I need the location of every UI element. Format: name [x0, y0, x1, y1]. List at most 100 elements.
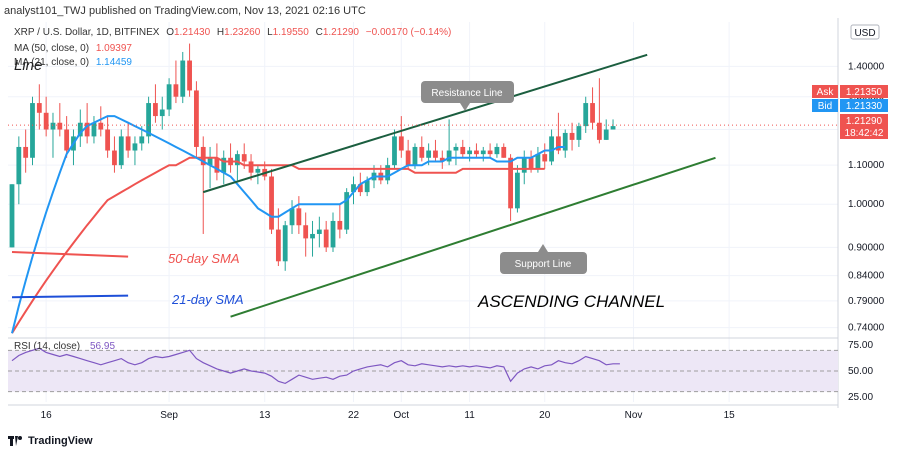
- candle-body: [426, 150, 432, 158]
- sma21-annotation: 21-day SMA: [171, 292, 244, 307]
- candle-body: [125, 136, 131, 151]
- candle-body: [494, 146, 500, 155]
- candle-body: [84, 122, 90, 137]
- time-tick-label: Nov: [625, 410, 643, 421]
- price-tick-label: 0.84000: [848, 271, 885, 282]
- candle-body: [344, 192, 350, 230]
- resistance-callout-bg: [421, 81, 514, 103]
- ohlc-high-label: H: [216, 27, 225, 38]
- last-price-bg: [840, 114, 888, 139]
- candle-body: [241, 154, 247, 162]
- candle-body: [412, 146, 418, 166]
- candle-body: [508, 157, 513, 209]
- sma50-marker-line: [11, 250, 129, 258]
- ohlc-open-value: 1.21430: [173, 27, 211, 38]
- ma50-label: MA (50, close, 0): [14, 43, 90, 54]
- ohlc-close-label: C: [315, 27, 323, 38]
- ohlc-low-label: L: [267, 27, 273, 38]
- bid-label: Bid: [818, 101, 832, 112]
- candle-body: [57, 122, 63, 130]
- ma21-line: [11, 115, 566, 334]
- candle-body: [351, 184, 356, 193]
- candle-body: [146, 103, 151, 137]
- bid-label-bg: [812, 99, 838, 112]
- candle-body: [337, 220, 343, 230]
- candle-body: [590, 103, 595, 123]
- candle-body: [166, 84, 172, 110]
- currency-badge: [850, 24, 880, 40]
- ohlc-change: −0.00170 (−0.14%): [365, 27, 452, 38]
- candle-body: [255, 168, 261, 173]
- candle-body: [556, 136, 561, 151]
- candle-body: [269, 176, 274, 230]
- time-tick-label: 22: [348, 410, 360, 421]
- currency-badge-text: USD: [854, 28, 875, 39]
- price-tick-label: 0.90000: [848, 242, 885, 253]
- candle-body: [64, 129, 70, 151]
- price-tick-label: 0.79000: [848, 296, 885, 307]
- resistance-callout-pointer: [460, 103, 470, 111]
- line-tool-label: Line: [14, 57, 43, 74]
- candle-body: [9, 184, 15, 248]
- candle-body: [282, 225, 288, 262]
- candle-body: [316, 229, 322, 234]
- candle-body: [194, 90, 199, 147]
- ohlc-close-value: 1.21290: [322, 27, 359, 38]
- sma50-annotation: 50-day SMA: [168, 251, 240, 266]
- ma50-line: [11, 156, 545, 334]
- price-tick-label: 1.40000: [848, 61, 885, 72]
- candle-body: [398, 136, 404, 151]
- candle-body: [610, 126, 616, 130]
- candle-body: [569, 132, 575, 140]
- candle-body: [330, 220, 336, 248]
- ohlc-high: H1.23260: [217, 27, 260, 38]
- candle-body: [474, 150, 479, 155]
- ohlc-open-label: O: [166, 27, 174, 38]
- ohlc-close: C1.21290: [316, 27, 359, 38]
- candle-body: [323, 229, 329, 248]
- time-tick-label: Sep: [160, 410, 178, 421]
- rsi-pane: RSI (14, close) 56.95: [8, 341, 838, 393]
- candle-body: [392, 136, 397, 166]
- candle-body: [289, 208, 295, 226]
- candle-body: [221, 157, 227, 173]
- ma50-legend: MA (50, close, 0) 1.09397: [14, 43, 136, 54]
- resistance-callout-text: Resistance Line: [431, 88, 503, 99]
- candle-body: [576, 126, 582, 140]
- candle-body: [542, 154, 548, 162]
- bid-value: 1.21330: [846, 101, 883, 112]
- candle-body: [439, 157, 445, 162]
- candle-body: [446, 150, 452, 162]
- candle-body: [385, 165, 391, 181]
- candle-body: [515, 172, 520, 209]
- rsi-tick-label: 75.00: [848, 340, 873, 351]
- candle-body: [535, 154, 541, 169]
- candle-body: [153, 103, 158, 117]
- candle-body: [528, 157, 534, 169]
- candle-body: [187, 60, 192, 91]
- candle-body: [357, 184, 363, 193]
- symbol-name: XRP / U.S. Dollar, 1D, BITFINEX: [14, 27, 160, 38]
- rsi-tick-label: 50.00: [848, 366, 873, 377]
- ohlc-open: O1.21430: [166, 27, 210, 38]
- candle-body: [487, 150, 493, 155]
- candle-body: [200, 146, 206, 166]
- time-tick-label: 11: [464, 410, 475, 421]
- ask-label: Ask: [817, 87, 835, 98]
- candle-body: [159, 109, 165, 117]
- price-tick-label: 1.00000: [848, 199, 885, 210]
- candle-body: [480, 150, 486, 155]
- footer-brand: TradingView: [8, 435, 93, 447]
- ohlc-low: L1.19550: [267, 27, 309, 38]
- ohlc-low-value: 1.19550: [272, 27, 309, 38]
- axes: 1.400001.300001.200001.100001.000000.900…: [8, 18, 888, 421]
- candle-body: [234, 154, 240, 166]
- tradingview-logo-icon: [8, 436, 22, 446]
- rsi-legend-label: RSI (14, close): [14, 341, 80, 352]
- ma21-legend: MA (21, close, 0) 1.14459: [14, 57, 136, 68]
- rsi-legend-value: 56.95: [90, 341, 115, 352]
- ask-value-bg: [840, 85, 888, 98]
- candle-body: [603, 129, 609, 140]
- candle-body: [132, 143, 138, 151]
